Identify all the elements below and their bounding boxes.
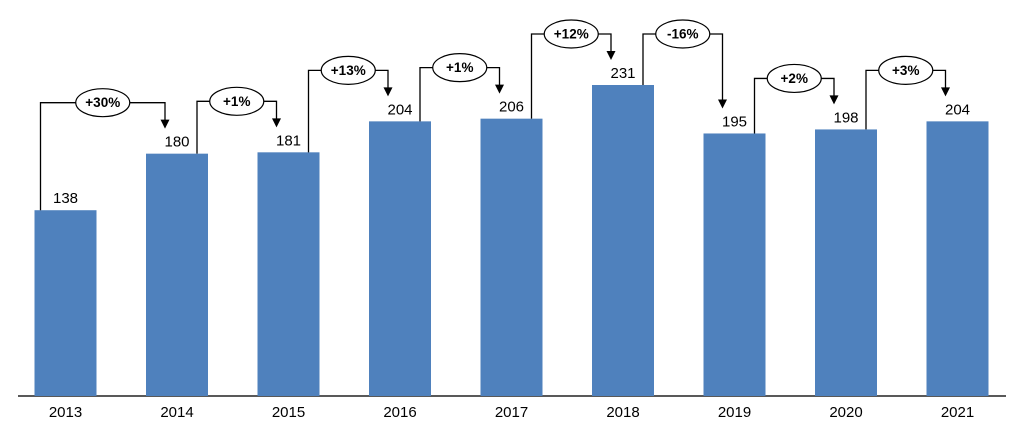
change-label-7: +3% (892, 63, 919, 78)
value-label-2021: 204 (945, 101, 970, 118)
category-label-2016: 2016 (383, 404, 416, 421)
bar-2018 (592, 85, 654, 396)
bar-2015 (257, 152, 320, 396)
category-label-2017: 2017 (495, 404, 528, 421)
arrowhead-3 (495, 84, 504, 94)
category-label-2013: 2013 (49, 404, 82, 421)
value-label-2020: 198 (833, 109, 858, 126)
category-label-2020: 2020 (829, 404, 862, 421)
arrowhead-6 (829, 95, 839, 105)
change-label-5: -16% (667, 27, 699, 42)
bar-2017 (480, 118, 543, 396)
bar-2020 (815, 129, 877, 396)
change-bubble-7 (878, 55, 934, 85)
bar-2013 (34, 210, 97, 396)
arrowhead-5 (718, 99, 727, 109)
change-label-0: +30% (85, 95, 120, 110)
value-label-2013: 138 (53, 190, 78, 207)
category-label-2021: 2021 (941, 404, 974, 421)
change-label-4: +12% (554, 27, 589, 42)
change-bubble-2 (320, 55, 376, 85)
bar-2019 (703, 133, 766, 396)
change-label-6: +2% (781, 71, 808, 86)
value-label-2017: 206 (499, 99, 524, 116)
value-label-2015: 181 (276, 132, 301, 149)
change-bubble-5 (655, 19, 711, 49)
arrowhead-4 (606, 51, 616, 61)
change-bubble-3 (432, 53, 488, 83)
value-label-2016: 204 (387, 101, 412, 118)
change-bubble-4 (543, 19, 599, 49)
bar-2016 (369, 121, 431, 396)
bar-2014 (146, 153, 208, 396)
bar-2021 (926, 121, 989, 396)
value-label-2019: 195 (722, 113, 747, 130)
value-label-2014: 180 (164, 134, 189, 151)
arrowhead-2 (383, 87, 393, 97)
arrowhead-1 (272, 118, 281, 128)
arrowhead-7 (941, 87, 950, 97)
change-bubble-0 (75, 88, 131, 118)
change-label-3: +1% (446, 60, 473, 75)
change-label-2: +13% (331, 63, 366, 78)
change-label-1: +1% (223, 94, 250, 109)
value-label-2018: 231 (610, 65, 635, 82)
change-bubble-6 (766, 63, 822, 94)
change-bubble-1 (209, 86, 265, 116)
category-label-2014: 2014 (160, 404, 193, 421)
arrowhead-0 (160, 119, 170, 129)
category-label-2018: 2018 (606, 404, 639, 421)
category-label-2015: 2015 (272, 404, 305, 421)
category-label-2019: 2019 (718, 404, 751, 421)
